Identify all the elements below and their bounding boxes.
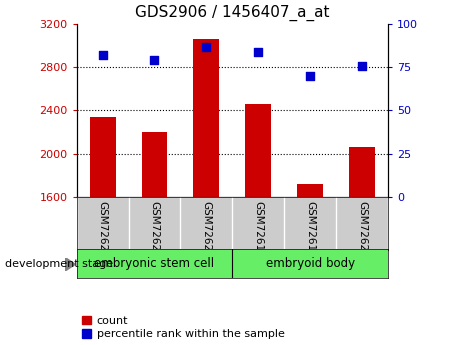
Text: GSM72620: GSM72620 [357,201,367,258]
Bar [349,147,375,197]
Title: GDS2906 / 1456407_a_at: GDS2906 / 1456407_a_at [135,5,330,21]
Text: GSM72625: GSM72625 [149,201,160,258]
Point [99,52,106,58]
Text: embryonic stem cell: embryonic stem cell [94,257,215,270]
Polygon shape [65,258,75,271]
Text: GSM72619: GSM72619 [305,201,315,258]
Bar [90,117,115,197]
Legend: count, percentile rank within the sample: count, percentile rank within the sample [82,316,285,339]
Text: GSM72623: GSM72623 [97,201,108,258]
Bar [142,132,167,197]
Text: embryoid body: embryoid body [266,257,354,270]
Point [151,58,158,63]
Text: GSM72627: GSM72627 [201,201,212,258]
Text: development stage: development stage [5,259,113,269]
Bar [245,104,271,197]
Point [307,73,314,79]
Text: GSM72617: GSM72617 [253,201,263,258]
Bar [297,184,323,197]
Bar [193,39,219,197]
Point [254,49,262,55]
Point [202,44,210,49]
Point [358,63,365,68]
